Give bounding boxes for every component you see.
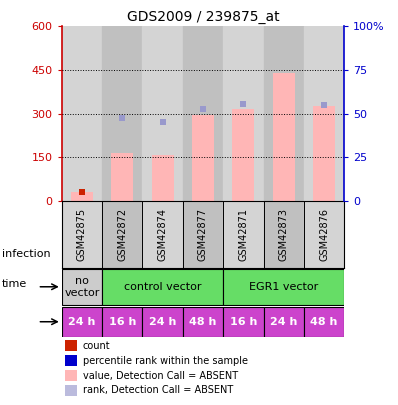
Text: count: count	[83, 341, 111, 351]
Bar	[183, 307, 223, 337]
Bar	[223, 307, 263, 337]
Bar	[62, 201, 102, 268]
Bar	[304, 201, 344, 268]
Text: 24 h: 24 h	[149, 317, 176, 327]
Bar	[223, 269, 344, 305]
Bar	[263, 307, 304, 337]
Bar	[152, 155, 174, 201]
Bar	[304, 307, 344, 337]
Bar	[313, 107, 335, 201]
Bar	[64, 370, 77, 381]
Bar	[102, 269, 223, 305]
Text: 48 h: 48 h	[189, 317, 217, 327]
Text: GSM42876: GSM42876	[319, 208, 329, 261]
Text: GSM42877: GSM42877	[198, 208, 208, 261]
Bar	[64, 341, 77, 351]
Text: GSM42874: GSM42874	[158, 208, 168, 261]
Bar	[192, 115, 214, 201]
Text: GSM42875: GSM42875	[77, 208, 87, 261]
Bar	[64, 355, 77, 366]
Bar	[62, 26, 102, 201]
Text: 24 h: 24 h	[270, 317, 297, 327]
Text: value, Detection Call = ABSENT: value, Detection Call = ABSENT	[83, 371, 238, 381]
Bar	[223, 26, 263, 201]
Text: 16 h: 16 h	[230, 317, 257, 327]
Text: GSM42872: GSM42872	[117, 208, 127, 261]
Bar	[102, 26, 142, 201]
Bar	[183, 201, 223, 268]
Bar	[223, 201, 263, 268]
Bar	[142, 201, 183, 268]
Text: no
vector: no vector	[64, 276, 100, 298]
Bar	[64, 385, 77, 396]
Text: 16 h: 16 h	[109, 317, 136, 327]
Text: time: time	[2, 279, 27, 289]
Bar	[62, 269, 102, 305]
Bar	[71, 192, 93, 201]
Bar	[102, 201, 142, 268]
Bar	[263, 201, 304, 268]
Bar	[102, 307, 142, 337]
Bar	[232, 109, 254, 201]
Text: GSM42873: GSM42873	[279, 208, 289, 261]
Bar	[142, 307, 183, 337]
Bar	[111, 153, 133, 201]
Text: rank, Detection Call = ABSENT: rank, Detection Call = ABSENT	[83, 386, 233, 395]
Text: infection: infection	[2, 249, 51, 259]
Bar	[304, 26, 344, 201]
Bar	[62, 307, 102, 337]
Text: EGR1 vector: EGR1 vector	[249, 282, 318, 292]
Text: control vector: control vector	[124, 282, 201, 292]
Bar	[183, 26, 223, 201]
Bar	[263, 26, 304, 201]
Text: GSM42871: GSM42871	[238, 208, 248, 261]
Title: GDS2009 / 239875_at: GDS2009 / 239875_at	[127, 10, 279, 24]
Bar	[273, 73, 295, 201]
Bar	[142, 26, 183, 201]
Text: 48 h: 48 h	[310, 317, 338, 327]
Text: percentile rank within the sample: percentile rank within the sample	[83, 356, 248, 366]
Text: 24 h: 24 h	[68, 317, 96, 327]
